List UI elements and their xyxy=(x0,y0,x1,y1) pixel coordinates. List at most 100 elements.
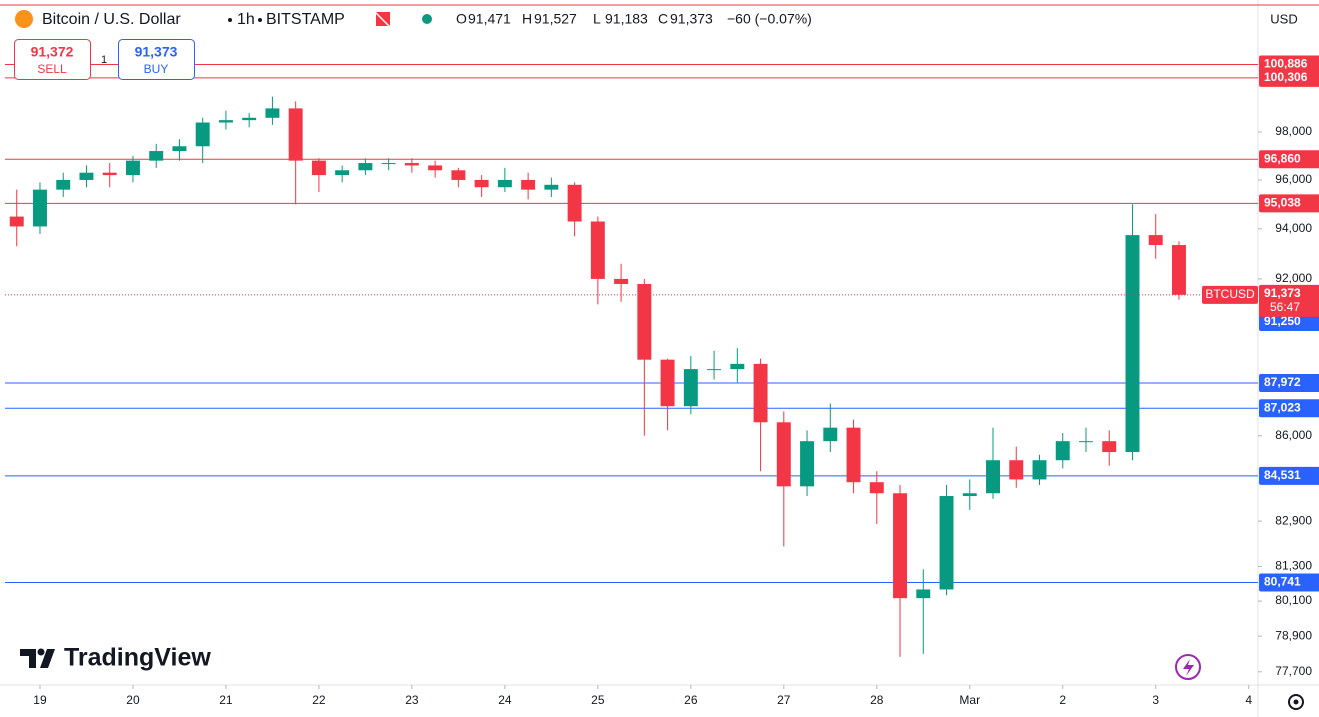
candle-body xyxy=(846,427,861,483)
level-label-box xyxy=(1259,150,1319,169)
level-label-box xyxy=(1259,466,1319,485)
settings-icon[interactable] xyxy=(1288,694,1304,710)
x-tick-label: 23 xyxy=(405,693,419,707)
level-label: 87,023 xyxy=(1264,400,1301,414)
alert-icon[interactable] xyxy=(376,12,390,26)
level-label-box xyxy=(1259,573,1319,592)
y-tick-label: 77,700 xyxy=(1275,664,1312,678)
plot-area xyxy=(5,63,1258,657)
candle-body xyxy=(242,117,257,121)
x-tick-label: 21 xyxy=(219,693,233,707)
buy-price[interactable]: 91,373 xyxy=(135,44,178,60)
level-label-box xyxy=(1259,68,1319,87)
level-label: 84,531 xyxy=(1264,468,1301,482)
candle-body xyxy=(869,482,884,494)
candle-body xyxy=(544,184,559,190)
x-tick-label: 20 xyxy=(126,693,140,707)
logo-mark xyxy=(20,649,55,668)
level-label-box xyxy=(1259,399,1319,418)
level-label: 95,038 xyxy=(1264,196,1301,210)
candle-body xyxy=(79,172,94,180)
y-tick-label: 81,300 xyxy=(1275,559,1312,573)
level-label: 80,741 xyxy=(1264,575,1301,589)
candle-body xyxy=(590,221,605,279)
candle-body xyxy=(125,160,140,176)
candle-body xyxy=(521,179,536,190)
candle-body xyxy=(962,493,977,497)
separator xyxy=(228,18,232,22)
candle-body xyxy=(730,363,745,370)
sell-price[interactable]: 91,372 xyxy=(31,44,74,60)
x-tick-label: 25 xyxy=(591,693,605,707)
candle-body xyxy=(660,359,675,407)
candle-body xyxy=(916,589,931,599)
x-tick-label: 22 xyxy=(312,693,326,707)
ohlc-key: O xyxy=(456,11,467,27)
level-label: 100,886 xyxy=(1264,57,1308,71)
candle-body xyxy=(776,422,791,487)
level-label: 87,972 xyxy=(1264,375,1301,389)
candle-body xyxy=(474,179,489,188)
candle-body xyxy=(102,172,117,176)
x-tick-label: 2 xyxy=(1059,693,1066,707)
candle-body xyxy=(707,369,722,371)
ohlc-key: C xyxy=(658,11,668,27)
last-price-label: 91,373 xyxy=(1264,286,1301,300)
separator xyxy=(258,18,262,22)
buy-label[interactable]: BUY xyxy=(144,62,169,76)
assistant-icon[interactable] xyxy=(1175,654,1201,680)
sell-label[interactable]: SELL xyxy=(37,62,67,76)
bitcoin-icon xyxy=(15,10,33,28)
candle-body xyxy=(939,496,954,590)
x-tick-label: 19 xyxy=(33,693,47,707)
sell-button[interactable] xyxy=(14,39,91,80)
buy-button[interactable] xyxy=(118,39,195,80)
level-label-box xyxy=(1259,194,1319,213)
ohlc-value: 91,527 xyxy=(534,11,577,27)
ohlc-key: H xyxy=(522,11,532,27)
candle-body xyxy=(753,363,768,423)
ohlc-legend: O 91,471 H 91,527 L 91,183 C 91,373 xyxy=(456,11,713,27)
symbol-label-box xyxy=(1202,285,1258,304)
candle-body xyxy=(1171,245,1186,295)
candle-body xyxy=(1032,460,1047,480)
exchange: BITSTAMP xyxy=(266,11,345,28)
candle-body xyxy=(1079,441,1093,443)
level-label-box xyxy=(1259,374,1319,393)
market-status xyxy=(422,14,432,24)
candle-body xyxy=(311,160,326,176)
currency[interactable]: USD xyxy=(1270,11,1297,26)
ohlc-value: 91,373 xyxy=(670,11,713,27)
ohlc-value: 91,471 xyxy=(468,11,511,27)
last-price-box xyxy=(1259,284,1319,317)
candle-body xyxy=(265,108,280,118)
candle-body xyxy=(823,427,838,442)
candle-body xyxy=(893,493,908,599)
y-tick-label: 86,000 xyxy=(1275,428,1312,442)
interval[interactable]: 1h xyxy=(237,11,255,28)
chart-title: Bitcoin / U.S. Dollar xyxy=(42,11,181,28)
candle-body xyxy=(9,216,24,227)
x-tick-label: 26 xyxy=(684,693,698,707)
candle-body xyxy=(218,120,233,123)
x-tick-label: Mar xyxy=(959,693,980,707)
candle-body xyxy=(358,163,373,171)
x-tick-label: 27 xyxy=(777,693,791,707)
candle-body xyxy=(451,170,466,180)
x-tick-label: 28 xyxy=(870,693,884,707)
y-tick-label: 82,900 xyxy=(1275,513,1312,527)
candle-body xyxy=(1102,441,1117,453)
candle-body xyxy=(56,179,71,190)
y-tick-label: 94,000 xyxy=(1275,221,1312,235)
logo-dot xyxy=(37,648,45,656)
candle-body xyxy=(683,369,698,407)
x-tick-label: 3 xyxy=(1152,693,1159,707)
y-tick-label: 80,100 xyxy=(1275,593,1312,607)
level-label: 100,306 xyxy=(1264,70,1308,84)
x-tick-label: 24 xyxy=(498,693,512,707)
level-label: 96,860 xyxy=(1264,151,1301,165)
y-tick-label: 92,000 xyxy=(1275,271,1312,285)
candle-body xyxy=(381,163,396,165)
y-tick-label: 96,000 xyxy=(1275,172,1312,186)
